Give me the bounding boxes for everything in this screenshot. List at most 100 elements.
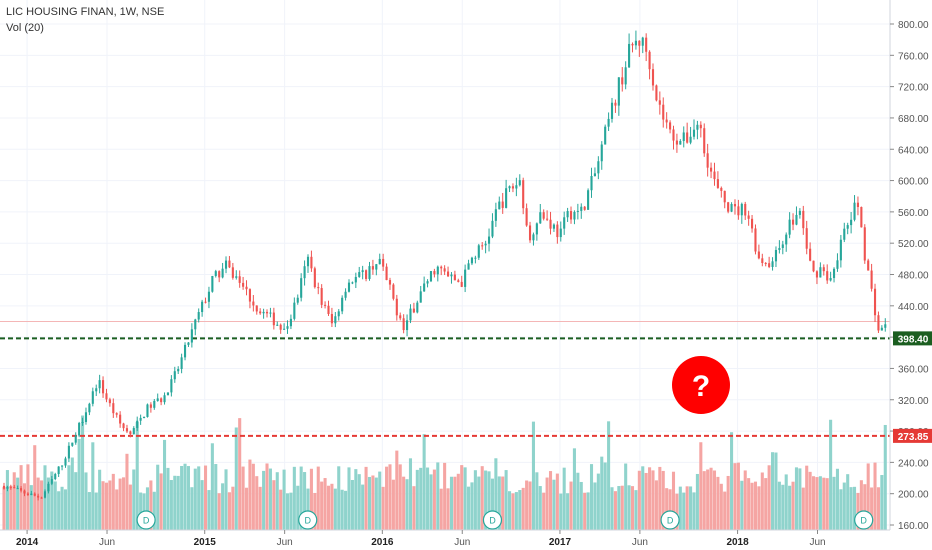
candle-body: [470, 257, 474, 264]
volume-bar: [419, 467, 423, 530]
candle-body: [781, 244, 784, 248]
volume-bar: [104, 482, 109, 530]
candle-body: [532, 234, 535, 241]
candle-body: [347, 282, 351, 292]
volume-bar: [255, 476, 259, 530]
candle-body: [723, 190, 726, 203]
volume-bar: [528, 481, 532, 530]
dividend-marker-label: D: [304, 516, 311, 526]
volume-bar: [784, 474, 788, 530]
candle-body: [177, 368, 180, 372]
volume-bar: [777, 481, 781, 530]
volume-bar: [781, 484, 785, 530]
volume-bar: [695, 473, 699, 530]
candle-body: [289, 318, 292, 327]
candle-body: [604, 126, 607, 145]
volume-bar: [337, 466, 341, 530]
candle-body: [641, 37, 644, 46]
candle-body: [385, 266, 388, 281]
candle-body: [453, 274, 456, 281]
price-axis[interactable]: 160.00200.00240.00280.00320.00360.00400.…: [889, 0, 929, 532]
volume-bar: [320, 481, 324, 530]
volume-bar: [197, 466, 201, 530]
volume-bar: [583, 492, 587, 530]
candle-body: [699, 124, 702, 129]
volume-bar: [316, 466, 320, 530]
candle-body: [255, 305, 258, 312]
price-tick-label: 600.00: [898, 177, 929, 188]
volume-bar: [699, 442, 703, 530]
candle-body: [324, 304, 327, 306]
volume-bar: [128, 484, 132, 530]
volume-bar: [53, 481, 57, 530]
candle-body: [334, 316, 337, 324]
volume-bar: [385, 466, 389, 530]
candle-body: [105, 393, 108, 400]
volume-bar: [726, 475, 730, 530]
volume-bar: [572, 448, 576, 530]
volume-bar: [487, 471, 491, 530]
dividend-marker-label: D: [667, 516, 674, 526]
volume-bar: [480, 466, 484, 530]
volume-bar: [125, 453, 129, 530]
volume-bar: [12, 472, 16, 530]
volume-bar: [603, 462, 607, 530]
candle-body: [286, 326, 289, 329]
candle-body: [754, 228, 757, 252]
candle-body: [337, 311, 340, 317]
candle-body: [645, 37, 648, 52]
candle-body: [791, 219, 795, 225]
volume-bar: [644, 472, 648, 530]
candle-body: [720, 187, 723, 191]
volume-bar: [576, 472, 580, 530]
candle-body: [580, 206, 583, 211]
volume-bar: [203, 465, 208, 530]
time-axis[interactable]: 2014 Jun 2015 Jun 2016 Jun 2017 Jun 2018 Jun: [0, 529, 890, 548]
dividend-marker: [482, 510, 503, 530]
volume-bar: [624, 463, 628, 530]
candle-body: [460, 281, 463, 287]
volume-bar: [248, 459, 252, 530]
candle-body: [546, 218, 549, 220]
candle-body: [457, 280, 460, 282]
candle-body: [262, 311, 265, 314]
volume-bar: [224, 469, 228, 530]
candle-body: [101, 380, 105, 394]
candle-body: [597, 161, 600, 174]
volume-bar: [74, 472, 78, 530]
candle-body: [136, 420, 139, 429]
candle-body: [433, 271, 436, 275]
volume-bar: [453, 476, 457, 530]
candle-body: [221, 268, 224, 278]
candle-body: [518, 180, 521, 186]
volume-bar: [446, 488, 450, 530]
volume-bar: [272, 480, 276, 530]
candle-body: [320, 288, 323, 305]
candle-body: [61, 465, 64, 467]
price-tick-label: 480.00: [898, 271, 929, 282]
candle-body: [819, 267, 822, 278]
candle-body: [194, 319, 197, 330]
candle-body: [37, 495, 40, 498]
volume-bar: [859, 480, 863, 530]
candle-body: [771, 261, 774, 267]
volume-bar: [620, 485, 624, 530]
volume-bar: [70, 457, 74, 530]
volume-bar: [730, 432, 734, 530]
candle-body: [826, 271, 829, 281]
candle-body: [508, 186, 511, 189]
volume-bar: [559, 493, 563, 530]
volume-bar: [610, 487, 614, 530]
candlesticks: [2, 30, 887, 501]
candle-body: [108, 399, 111, 404]
candle-body: [392, 284, 395, 299]
candle-body: [33, 493, 36, 496]
volume-bar: [706, 469, 710, 530]
volume-bar: [350, 479, 354, 530]
candle-body: [163, 395, 166, 403]
volume-bar: [227, 492, 231, 530]
volume-bars: [2, 415, 887, 530]
volume-bar: [118, 478, 122, 530]
